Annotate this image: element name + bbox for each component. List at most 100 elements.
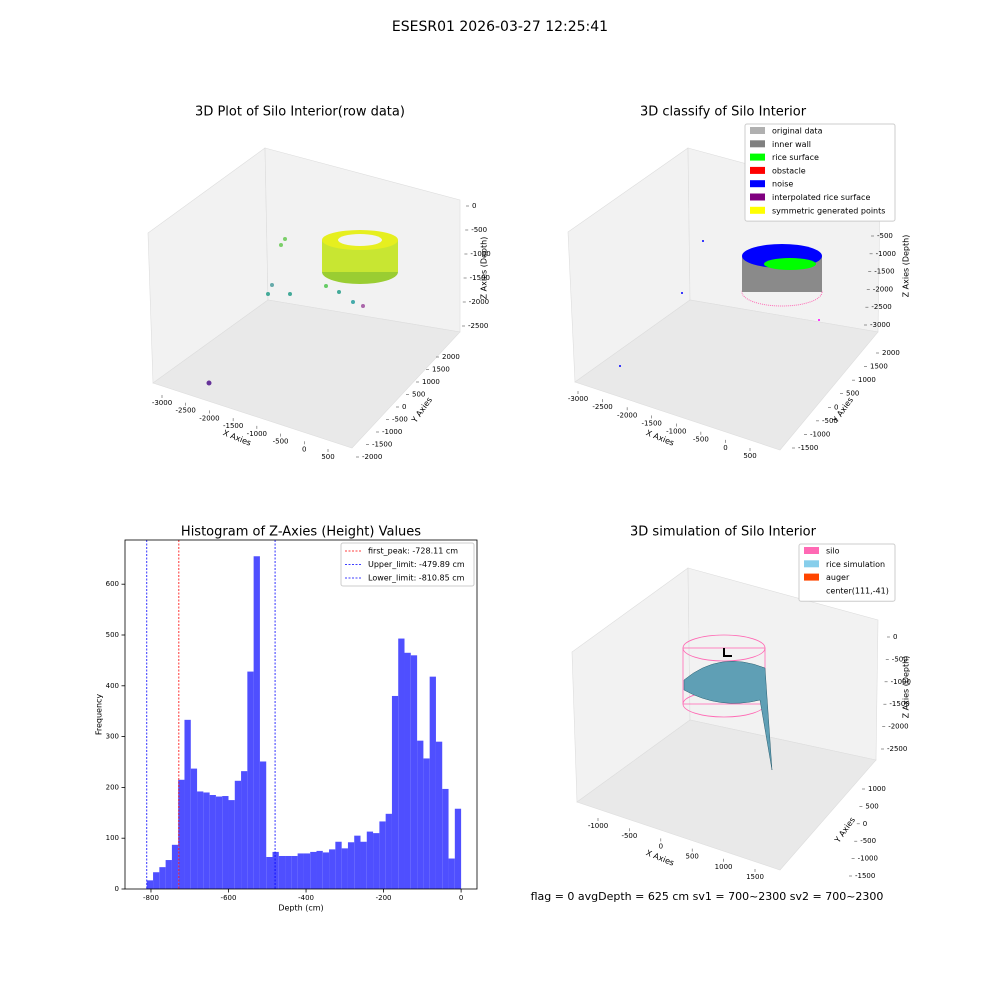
- y-tick-label: 500: [106, 631, 119, 639]
- bar: [247, 671, 254, 889]
- x-tick-label: -1000: [247, 430, 267, 438]
- legend-label: silo: [826, 547, 840, 556]
- bar: [285, 855, 292, 889]
- x-tick-label: -2500: [592, 403, 612, 411]
- z-tick-label: -1500: [470, 274, 490, 282]
- y-axis-label: Frequency: [95, 694, 104, 736]
- x-tick-label: -200: [376, 894, 392, 902]
- bar: [316, 850, 323, 889]
- plot3-panes: [571, 567, 879, 871]
- x-tick-label: -2000: [199, 414, 219, 422]
- legend-label: inner wall: [772, 140, 811, 149]
- x-tick-label: 0: [459, 894, 463, 902]
- bar: [410, 655, 418, 889]
- x-tick-label: -600: [221, 894, 237, 902]
- bar: [291, 855, 298, 889]
- y-tick-label: -500: [822, 417, 838, 425]
- y-tick-label: 500: [846, 390, 859, 398]
- y-tick-label: 200: [106, 783, 119, 791]
- bar: [209, 795, 216, 889]
- plot-title: 3D classify of Silo Interior: [640, 105, 807, 120]
- y-tick-label: 1500: [870, 363, 888, 371]
- bar: [347, 842, 355, 889]
- bar: [222, 796, 229, 889]
- bar: [171, 844, 179, 889]
- z-tick-label: -500: [877, 232, 893, 240]
- y-axis-label: Y Axies: [832, 816, 857, 846]
- legend-box: [798, 543, 896, 602]
- y-tick-label: -1000: [810, 430, 830, 438]
- y-tick-label: 500: [412, 391, 425, 399]
- x-tick-label: -2500: [176, 407, 196, 415]
- x-tick-label: -800: [143, 894, 159, 902]
- legend-swatch: [750, 153, 765, 161]
- z-tick-label: -2000: [469, 298, 489, 306]
- y-tick-label: 0: [115, 885, 119, 893]
- x-tick-label: 500: [321, 453, 334, 461]
- x-tick-label: 500: [743, 452, 756, 460]
- y-tick-label: 1000: [422, 378, 440, 386]
- bar: [197, 791, 204, 889]
- bar: [366, 831, 374, 889]
- x-tick-label: -1500: [223, 422, 243, 430]
- bar: [272, 851, 279, 889]
- bar: [417, 740, 424, 889]
- legend-box: [340, 542, 475, 587]
- bar: [184, 719, 191, 889]
- z-tick-label: 0: [472, 202, 476, 210]
- bar: [391, 695, 399, 889]
- z-axis-label: Z Axies (Depth): [902, 235, 911, 298]
- legend-label: first_peak: -728.11 cm: [368, 547, 458, 556]
- legend-label: original data: [772, 127, 823, 136]
- legend-swatch: [750, 166, 765, 174]
- y-tick-label: 1000: [858, 376, 876, 384]
- plot-title: 3D simulation of Silo Interior: [630, 525, 817, 540]
- x-tick-label: 0: [659, 842, 663, 850]
- y-tick-label: 1000: [868, 785, 886, 793]
- bar: [215, 796, 223, 889]
- legend-label: interpolated rice surface: [772, 193, 870, 202]
- z-axis-label: Z Axies (Depth): [902, 656, 911, 719]
- x-tick-label: 1500: [746, 873, 764, 881]
- y-tick-label: -1500: [855, 872, 875, 880]
- x-tick-label: -500: [693, 436, 709, 444]
- legend-label: obstacle: [772, 166, 806, 175]
- bar: [190, 768, 198, 889]
- bar: [429, 676, 436, 889]
- z-tick-label: -1000: [470, 250, 490, 258]
- y-tick-label: 2000: [882, 349, 900, 357]
- x-tick-label: -3000: [568, 395, 588, 403]
- bar: [341, 848, 348, 889]
- legend-label: Lower_limit: -810.85 cm: [368, 574, 465, 583]
- legend-swatch: [750, 180, 765, 188]
- y-tick-label: -500: [860, 837, 876, 845]
- bar: [379, 821, 386, 889]
- legend-swatch: [750, 206, 765, 214]
- legend-label: noise: [772, 180, 793, 189]
- bar: [146, 880, 154, 889]
- legend-label: symmetric generated points: [772, 206, 885, 215]
- z-tick-label: 0: [893, 633, 897, 641]
- legend-label: rice simulation: [826, 560, 885, 569]
- bar: [297, 853, 304, 889]
- x-tick-label: -400: [298, 894, 314, 902]
- z-axis-label: Z Axies (Depth): [480, 237, 489, 300]
- y-tick-label: -2000: [362, 453, 382, 461]
- x-axis-label: Depth (cm): [278, 904, 323, 913]
- bar: [404, 652, 411, 889]
- legend-label: auger: [826, 573, 850, 582]
- legend-swatch: [750, 127, 765, 134]
- x-tick-label: -2000: [617, 411, 637, 419]
- z-tick-label: -2500: [468, 322, 488, 330]
- y-tick-label: 400: [106, 682, 119, 690]
- bar: [385, 813, 392, 889]
- bar: [442, 788, 449, 889]
- z-tick-label: -500: [471, 226, 487, 234]
- bar: [322, 852, 330, 889]
- y-tick-label: 0: [834, 403, 838, 411]
- plot-title: 3D Plot of Silo Interior(row data): [195, 105, 405, 120]
- y-axis-label: Y Axies: [409, 396, 434, 426]
- z-tick-label: -2000: [888, 723, 908, 731]
- y-tick-label: 500: [865, 802, 878, 810]
- bar: [435, 741, 443, 889]
